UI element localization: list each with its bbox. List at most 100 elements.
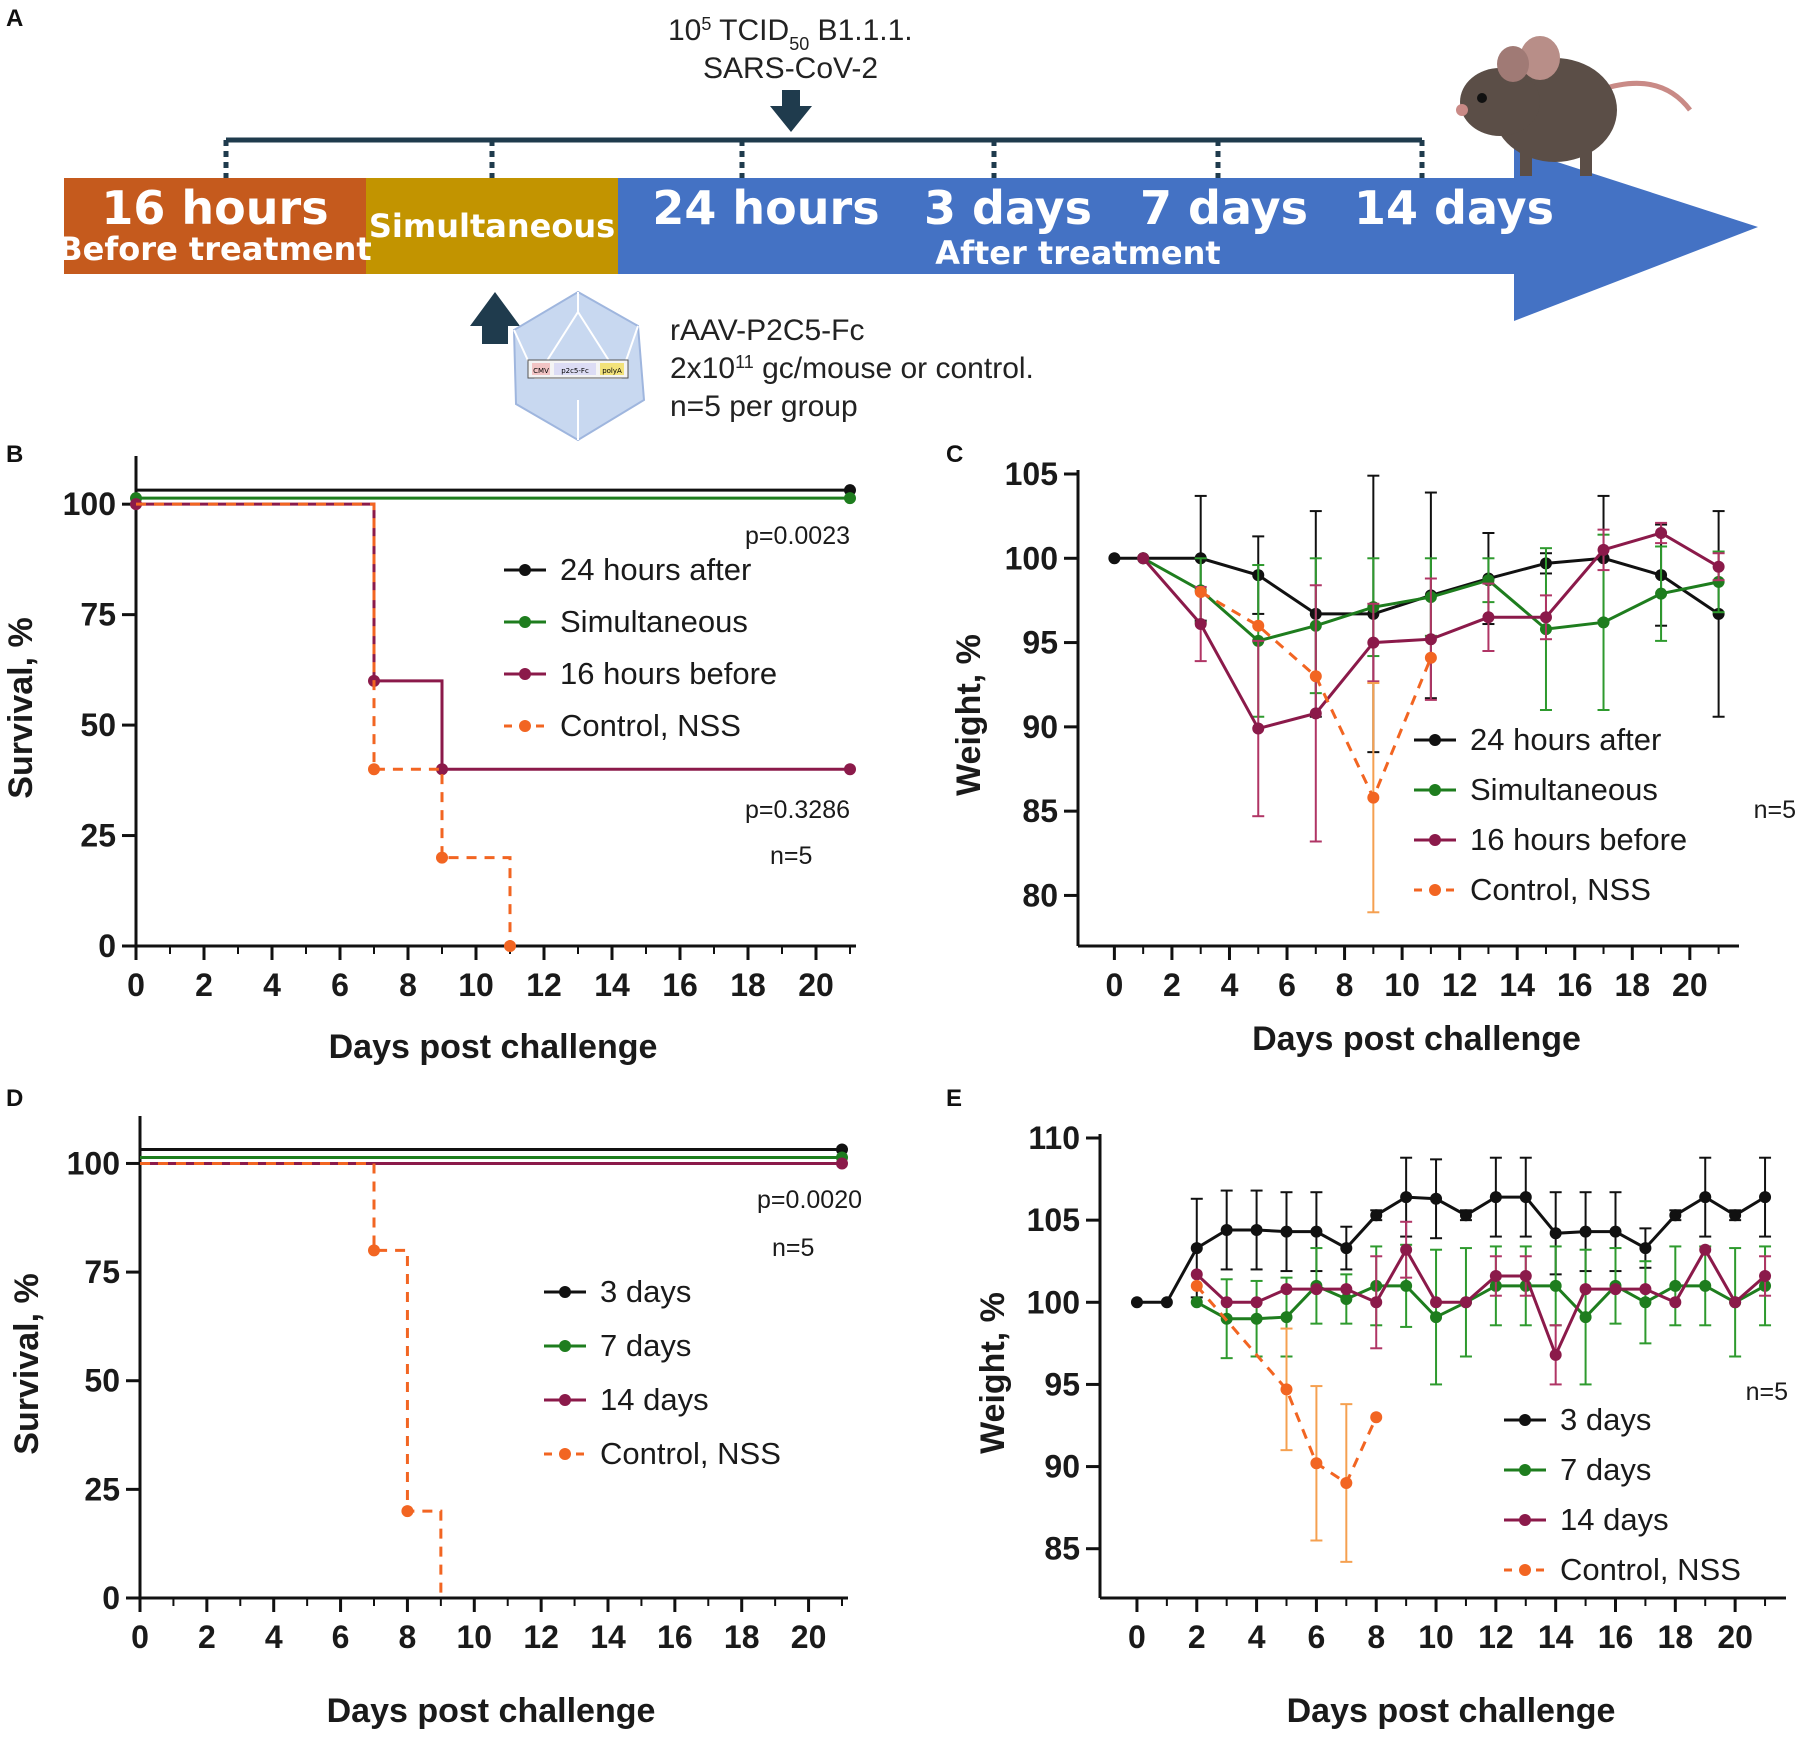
legend-marker [1429,884,1441,896]
data-point [1609,1283,1622,1296]
segment-after [618,178,1514,274]
legend-marker [1519,1414,1531,1426]
x-tick-label: 4 [1221,967,1239,1003]
construct-p2c5: p2c5-Fc [561,367,589,375]
x-tick-label: 8 [399,967,417,1003]
y-tick-label: 100 [1027,1284,1080,1320]
panel-label-c: C [946,441,963,468]
chart-survival-b: 0 2 4 6 8 10 12 14 16 18 20 0 25 50 75 100 Days post cha… [2,456,856,1066]
vector-text-line2: 2x1011 gc/mouse or control. [670,352,1034,385]
label-24-hours: 24 hours [652,181,879,235]
label-after-treatment: After treatment [935,234,1220,272]
y-tick-label: 0 [102,1580,120,1616]
legend-label: 16 hours before [560,656,777,691]
data-point [1190,1268,1203,1281]
data-point [1310,1283,1323,1296]
data-point [1459,1296,1472,1309]
data-point [1250,1312,1263,1325]
data-point [436,763,448,776]
x-tick-label: 10 [1418,1619,1454,1655]
y-tick-label: 75 [84,1254,120,1290]
x-tick-label: 12 [1442,967,1478,1003]
legend-label: 7 days [600,1328,691,1363]
x-tick-label: 12 [523,1619,559,1655]
data-point [1729,1209,1742,1222]
y-tick-label: 100 [1005,540,1058,576]
x-tick-label: 14 [590,1619,626,1655]
series-line [1114,556,1720,616]
data-point [1310,1225,1323,1238]
data-point [504,940,516,952]
x-tick-label: 14 [594,967,630,1003]
challenge-arrow-icon [770,90,812,132]
legend-marker [559,1448,571,1460]
x-tick-label: 0 [127,967,145,1003]
y-tick-label: 25 [84,1471,120,1507]
data-point [1712,575,1725,588]
legend-label: Control, NSS [1470,872,1651,907]
series-3-days [140,1143,848,1156]
legend-label: Control, NSS [1560,1552,1741,1587]
legend-label: Control, NSS [600,1436,781,1471]
x-tick-label: 2 [1163,967,1181,1003]
legend-marker [519,616,531,628]
data-point [1655,587,1668,600]
series-24-hours-after [136,484,856,497]
data-point [1549,1279,1562,1292]
data-point [436,851,448,864]
x-tick-label: 14 [1499,967,1535,1003]
data-point [1280,1225,1293,1238]
data-point [1489,1191,1502,1204]
data-point [1310,1457,1323,1470]
legend-marker [1429,784,1441,796]
data-point [1280,1383,1293,1396]
data-point [1669,1209,1682,1222]
data-point [1108,552,1121,565]
data-point [1370,1411,1383,1424]
legend-marker [519,668,531,680]
y-axis-label: Weight, % [974,1292,1012,1454]
legend-marker [559,1340,571,1352]
data-point [1609,1225,1622,1238]
y-axis-label: Survival, % [8,1273,46,1454]
virus-text-line2: SARS-CoV-2 [703,52,878,85]
data-point [1579,1311,1592,1324]
data-point [1220,1224,1233,1236]
y-tick-label: 85 [1044,1531,1080,1567]
x-axis-label: Days post challenge [1287,1692,1616,1730]
data-point [1712,560,1725,573]
data-point [1430,1192,1443,1205]
data-point [1280,1311,1293,1324]
data-point [1639,1296,1652,1309]
data-point [1482,611,1495,624]
data-point [1639,1283,1652,1296]
data-point [844,763,856,776]
data-point [1252,722,1265,735]
data-point [1190,1296,1203,1309]
data-point [1729,1296,1742,1309]
data-point [1430,1296,1443,1309]
x-tick-label: 6 [1308,1619,1326,1655]
y-tick-label: 0 [98,928,116,964]
data-point [1340,1477,1353,1489]
data-point [1160,1296,1173,1309]
x-tick-label: 8 [399,1619,417,1655]
data-point [1130,1296,1143,1309]
data-point [1579,1283,1592,1296]
x-tick-label: 4 [263,967,281,1003]
data-point [836,1157,848,1170]
x-tick-label: 10 [458,967,494,1003]
label-16-hours: 16 hours [101,181,328,235]
series-simultaneous [130,492,856,505]
label-7-days: 7 days [1140,181,1308,235]
x-tick-label: 18 [724,1619,760,1655]
y-tick-label: 90 [1022,709,1058,745]
series-control-nss [136,502,516,952]
series-7-days [1190,1243,1772,1386]
annotation: p=0.3286 [745,796,850,824]
data-point [1489,1270,1502,1282]
data-point [1699,1243,1712,1256]
data-point [1340,1242,1353,1255]
y-tick-label: 95 [1044,1366,1080,1402]
legend-marker [559,1286,571,1298]
